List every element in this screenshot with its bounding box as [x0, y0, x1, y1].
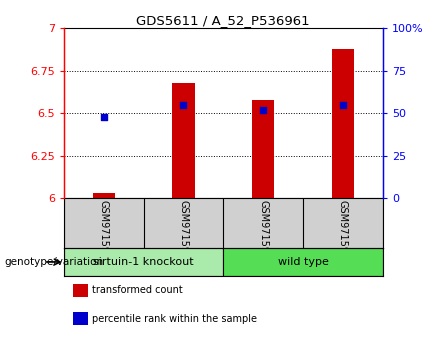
Point — [260, 107, 267, 113]
Text: GSM971594: GSM971594 — [338, 200, 348, 259]
Text: GSM971593: GSM971593 — [99, 200, 109, 259]
Bar — [252, 100, 275, 198]
Text: percentile rank within the sample: percentile rank within the sample — [92, 314, 257, 324]
Text: GSM971595: GSM971595 — [179, 200, 188, 259]
Point — [100, 114, 107, 120]
Text: genotype/variation: genotype/variation — [4, 257, 103, 267]
Point — [339, 102, 346, 108]
Bar — [172, 83, 194, 198]
Bar — [92, 193, 115, 198]
Text: transformed count: transformed count — [92, 285, 183, 295]
Bar — [332, 49, 354, 198]
Bar — [64, 248, 224, 276]
Point — [180, 102, 187, 108]
Text: wild type: wild type — [278, 257, 329, 267]
Text: sirtuin-1 knockout: sirtuin-1 knockout — [93, 257, 194, 267]
Text: GSM971592: GSM971592 — [258, 200, 268, 259]
Bar — [224, 248, 383, 276]
Title: GDS5611 / A_52_P536961: GDS5611 / A_52_P536961 — [136, 14, 310, 27]
